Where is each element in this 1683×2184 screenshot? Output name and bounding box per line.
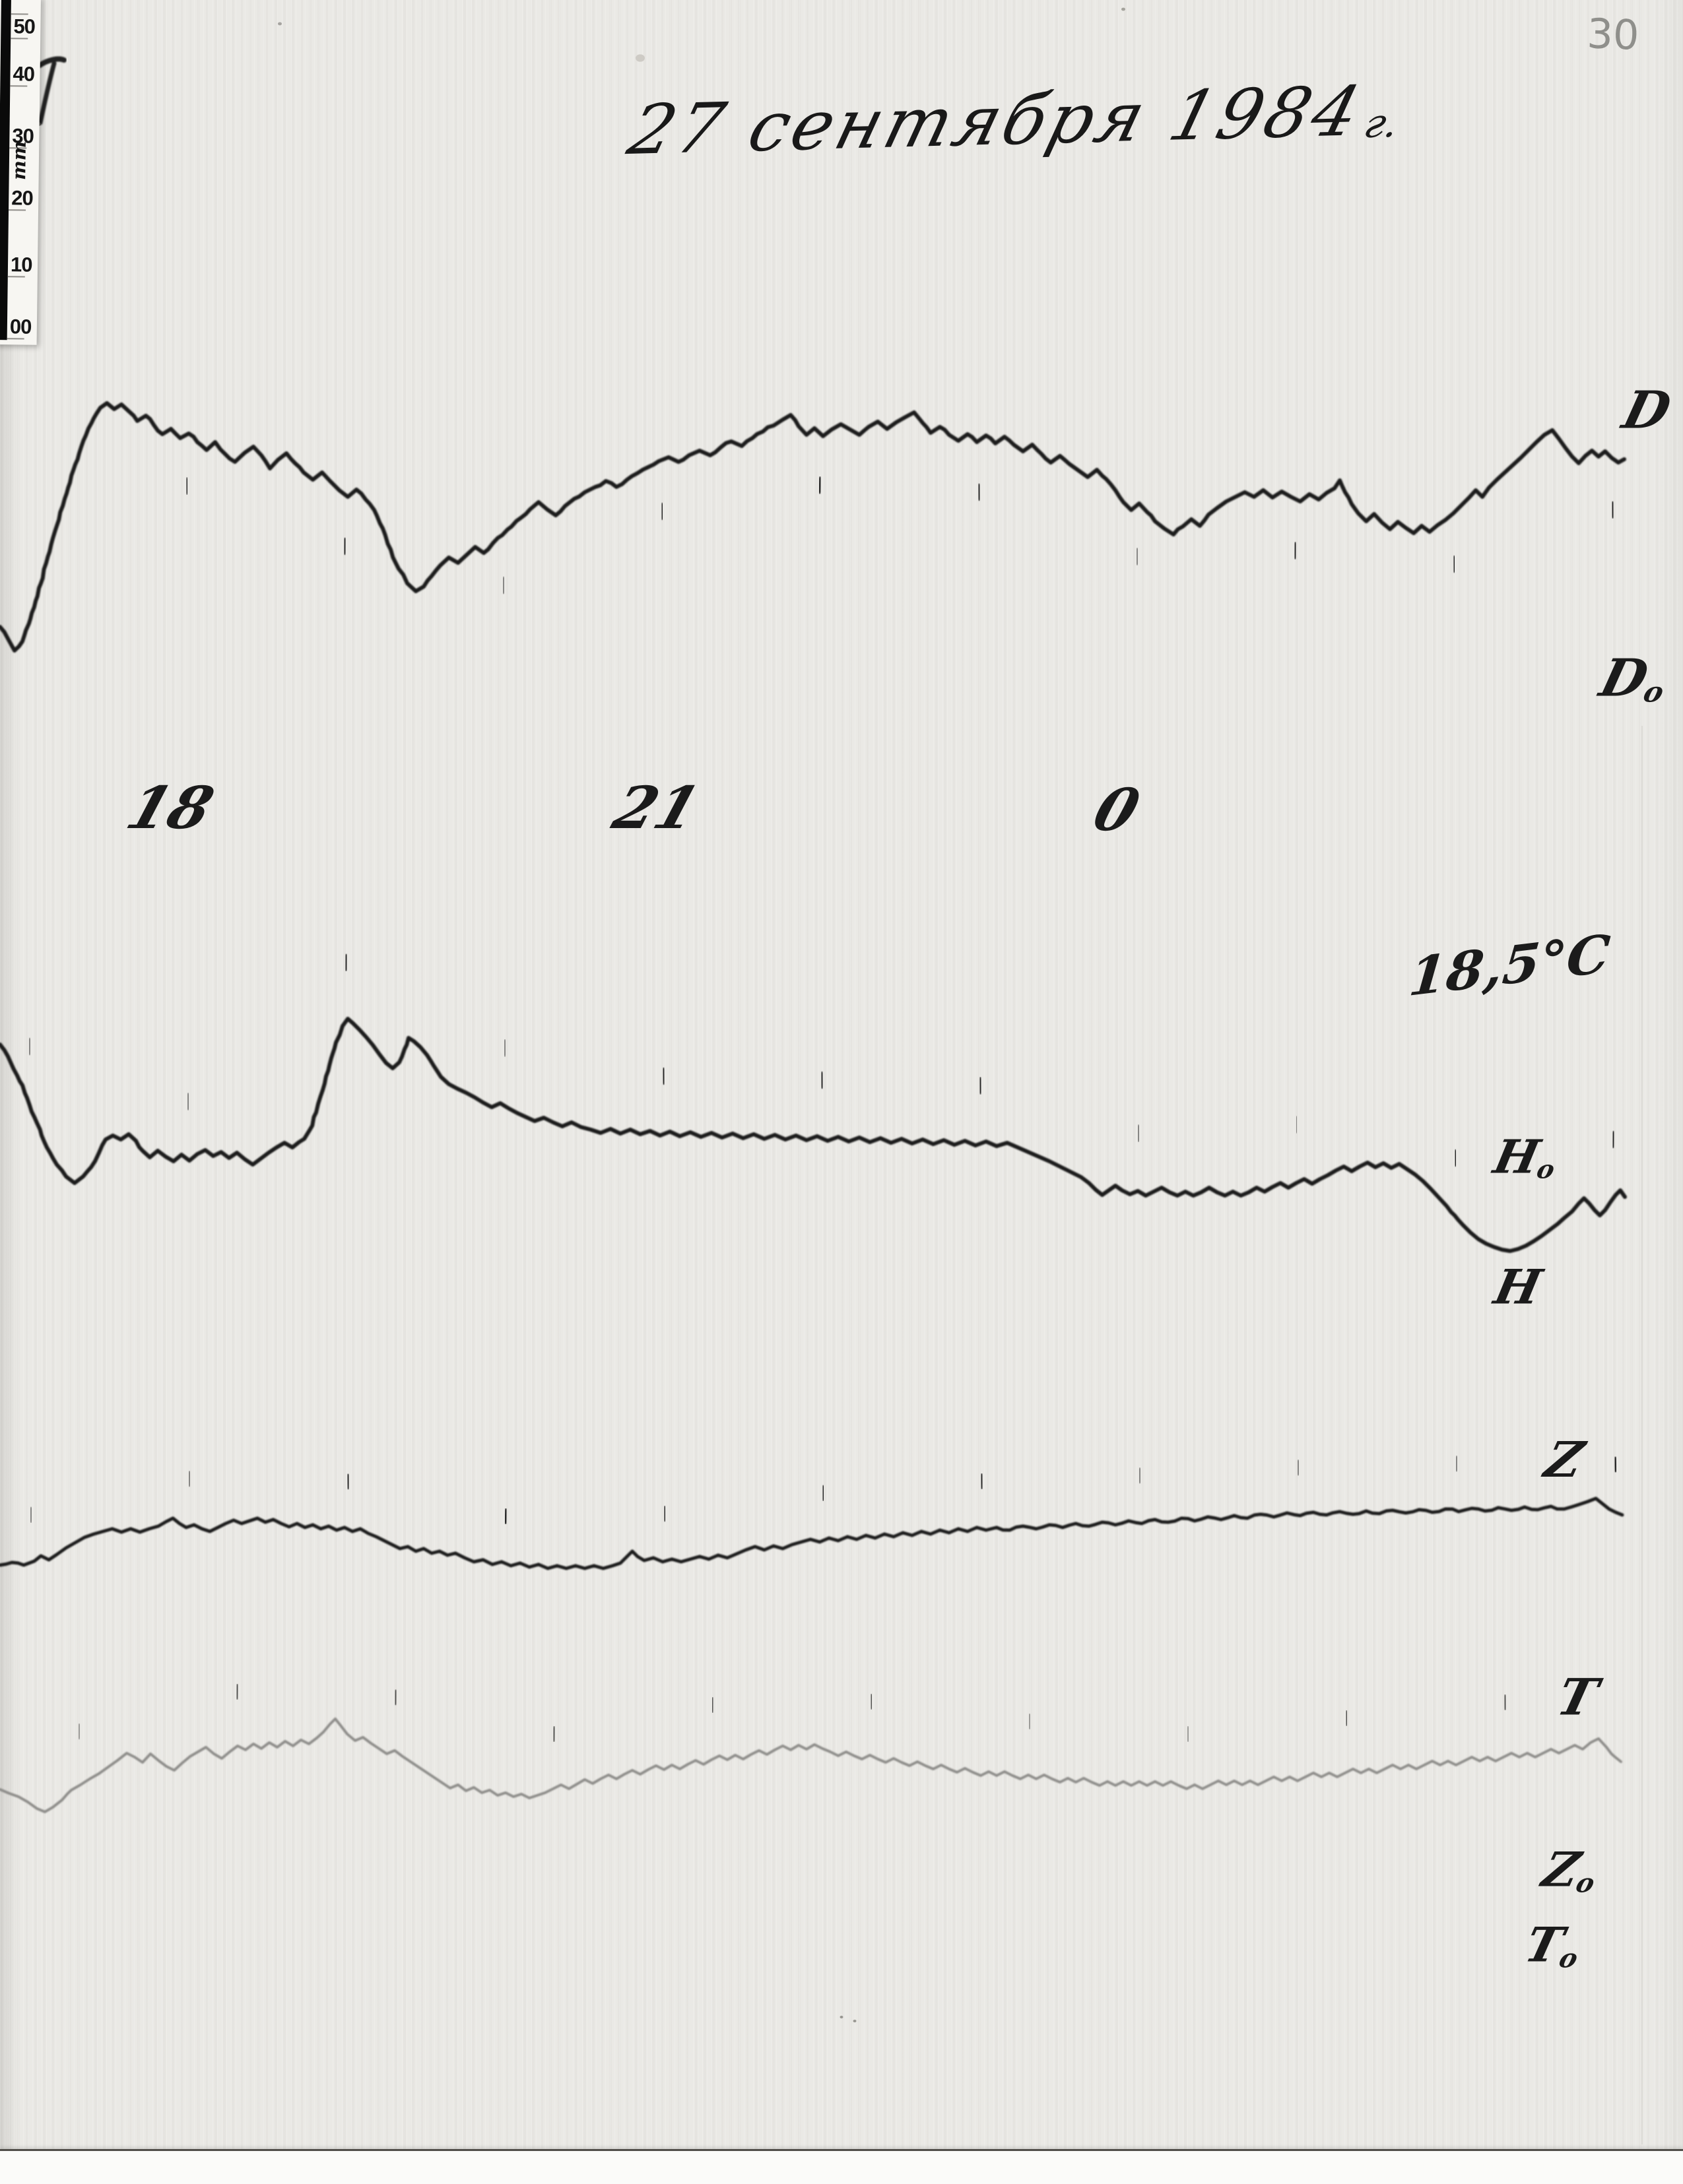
- paper-speck: [278, 22, 282, 26]
- series-D: [0, 401, 1626, 653]
- series-Z: [0, 1496, 1624, 1570]
- paper-speck: [853, 2020, 857, 2022]
- ruler-label-50: 50: [13, 15, 36, 38]
- hour-pip-Z: [821, 1485, 825, 1502]
- handwritten-mark: [37, 56, 67, 125]
- hour-pip-H: [1453, 1149, 1458, 1167]
- hour-pip-H: [978, 1077, 983, 1095]
- paper-speck: [840, 2016, 843, 2018]
- paper-speck: [1121, 7, 1125, 11]
- series-H: [0, 1017, 1627, 1253]
- hour-pip-D: [1452, 555, 1457, 573]
- hour-pip-T: [869, 1693, 874, 1710]
- hour-pip-Z: [979, 1473, 984, 1490]
- page-number: 30: [1586, 9, 1640, 59]
- hour-pip-D: [1610, 501, 1615, 519]
- mm-scale-ruler: 50 40 30 20 10 00 mm: [0, 0, 41, 345]
- hour-pip-Z: [1613, 1456, 1618, 1473]
- ruler-unit-label: mm: [8, 141, 30, 181]
- hour-pip-H: [661, 1067, 666, 1085]
- hour-pip-H: [1611, 1130, 1616, 1149]
- paper-speck: [636, 54, 645, 62]
- scanner-bed: [0, 2149, 1683, 2184]
- hour-pip-T: [1344, 1710, 1349, 1727]
- ruler-label-40: 40: [13, 62, 35, 86]
- ruler-label-20: 20: [11, 186, 33, 210]
- hour-pip-D: [1293, 542, 1298, 560]
- trace-label-h0: Ho: [1489, 1129, 1558, 1185]
- series-T: [0, 1718, 1622, 1813]
- ruler-label-00: 00: [9, 315, 32, 338]
- ruler-label-10: 10: [10, 253, 32, 276]
- hour-pip-T: [235, 1683, 240, 1700]
- paper-crease: [1641, 726, 1643, 2144]
- hour-pip-T: [393, 1689, 398, 1706]
